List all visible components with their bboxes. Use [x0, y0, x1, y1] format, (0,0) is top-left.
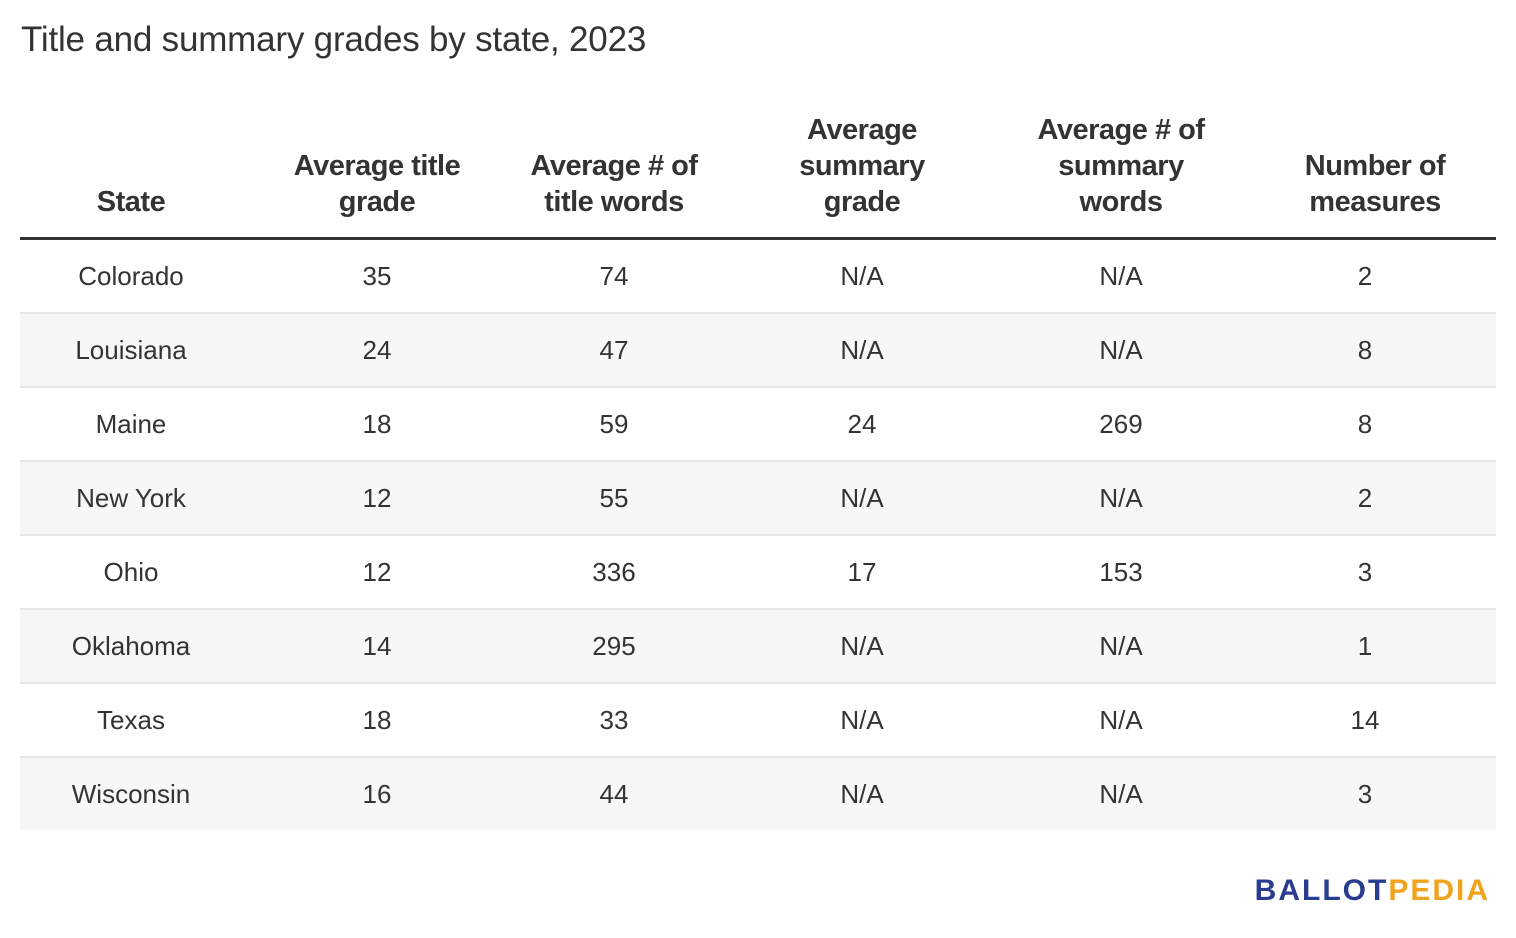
- cell-avg-title-grade: 16: [242, 757, 512, 830]
- column-header-avg-summary-words: Average # of summary words: [1008, 112, 1234, 240]
- cell-avg-summary-grade: 17: [716, 535, 1008, 610]
- cell-avg-title-grade: 12: [242, 461, 512, 536]
- cell-avg-summary-words: N/A: [1008, 683, 1234, 758]
- cell-avg-title-words: 47: [512, 313, 716, 388]
- cell-state: Oklahoma: [20, 609, 242, 684]
- cell-avg-summary-grade: N/A: [716, 313, 1008, 388]
- cell-avg-title-words: 55: [512, 461, 716, 536]
- cell-avg-title-grade: 12: [242, 535, 512, 610]
- cell-avg-title-words: 33: [512, 683, 716, 758]
- cell-number-of-measures: 2: [1234, 461, 1496, 536]
- cell-state: New York: [20, 461, 242, 536]
- cell-number-of-measures: 1: [1234, 609, 1496, 684]
- logo-text-pedia: PEDIA: [1388, 874, 1490, 907]
- table-row: Louisiana 24 47 N/A N/A 8: [20, 313, 1496, 388]
- cell-avg-summary-words: 269: [1008, 387, 1234, 462]
- cell-number-of-measures: 3: [1234, 757, 1496, 830]
- column-header-number-of-measures: Number of measures: [1234, 112, 1496, 240]
- cell-avg-summary-grade: N/A: [716, 461, 1008, 536]
- column-header-avg-summary-grade: Average summary grade: [716, 112, 1008, 240]
- cell-number-of-measures: 14: [1234, 683, 1496, 758]
- cell-avg-summary-grade: 24: [716, 387, 1008, 462]
- cell-avg-title-words: 59: [512, 387, 716, 462]
- cell-state: Wisconsin: [20, 757, 242, 830]
- cell-avg-summary-words: N/A: [1008, 757, 1234, 830]
- cell-avg-title-grade: 18: [242, 683, 512, 758]
- cell-avg-title-words: 74: [512, 238, 716, 314]
- table-row: Ohio 12 336 17 153 3: [20, 535, 1496, 610]
- cell-state: Ohio: [20, 535, 242, 610]
- cell-avg-title-grade: 24: [242, 313, 512, 388]
- ballotpedia-logo: BALLOTPEDIA: [1255, 874, 1490, 908]
- table-header-row: State Average title grade Average # of t…: [20, 112, 1496, 240]
- table-body: Colorado 35 74 N/A N/A 2 Louisiana 24 47 N/A N/A 8 M…: [20, 238, 1496, 830]
- table-row: Maine 18 59 24 269 8: [20, 387, 1496, 462]
- cell-avg-summary-words: N/A: [1008, 313, 1234, 388]
- cell-number-of-measures: 2: [1234, 238, 1496, 314]
- cell-avg-title-grade: 18: [242, 387, 512, 462]
- chart-title: Title and summary grades by state, 2023: [21, 20, 647, 59]
- cell-state: Texas: [20, 683, 242, 758]
- cell-state: Louisiana: [20, 313, 242, 388]
- cell-avg-title-words: 295: [512, 609, 716, 684]
- column-header-state: State: [20, 112, 242, 240]
- table-row: Texas 18 33 N/A N/A 14: [20, 683, 1496, 758]
- table-row: New York 12 55 N/A N/A 2: [20, 461, 1496, 536]
- cell-avg-title-grade: 35: [242, 238, 512, 314]
- cell-avg-summary-words: N/A: [1008, 461, 1234, 536]
- cell-state: Colorado: [20, 238, 242, 314]
- grades-table: State Average title grade Average # of t…: [20, 112, 1496, 830]
- column-header-avg-title-words: Average # of title words: [512, 112, 716, 240]
- cell-avg-summary-words: N/A: [1008, 238, 1234, 314]
- table-row: Oklahoma 14 295 N/A N/A 1: [20, 609, 1496, 684]
- cell-avg-summary-grade: N/A: [716, 609, 1008, 684]
- cell-avg-summary-words: N/A: [1008, 609, 1234, 684]
- cell-avg-title-words: 44: [512, 757, 716, 830]
- cell-number-of-measures: 8: [1234, 387, 1496, 462]
- cell-number-of-measures: 8: [1234, 313, 1496, 388]
- cell-number-of-measures: 3: [1234, 535, 1496, 610]
- cell-avg-summary-words: 153: [1008, 535, 1234, 610]
- cell-avg-summary-grade: N/A: [716, 238, 1008, 314]
- column-header-avg-title-grade: Average title grade: [242, 112, 512, 240]
- cell-avg-title-grade: 14: [242, 609, 512, 684]
- table-row: Colorado 35 74 N/A N/A 2: [20, 238, 1496, 314]
- cell-avg-summary-grade: N/A: [716, 757, 1008, 830]
- table-row: Wisconsin 16 44 N/A N/A 3: [20, 757, 1496, 830]
- cell-avg-title-words: 336: [512, 535, 716, 610]
- cell-state: Maine: [20, 387, 242, 462]
- cell-avg-summary-grade: N/A: [716, 683, 1008, 758]
- logo-text-ballot: BALLOT: [1254, 874, 1389, 907]
